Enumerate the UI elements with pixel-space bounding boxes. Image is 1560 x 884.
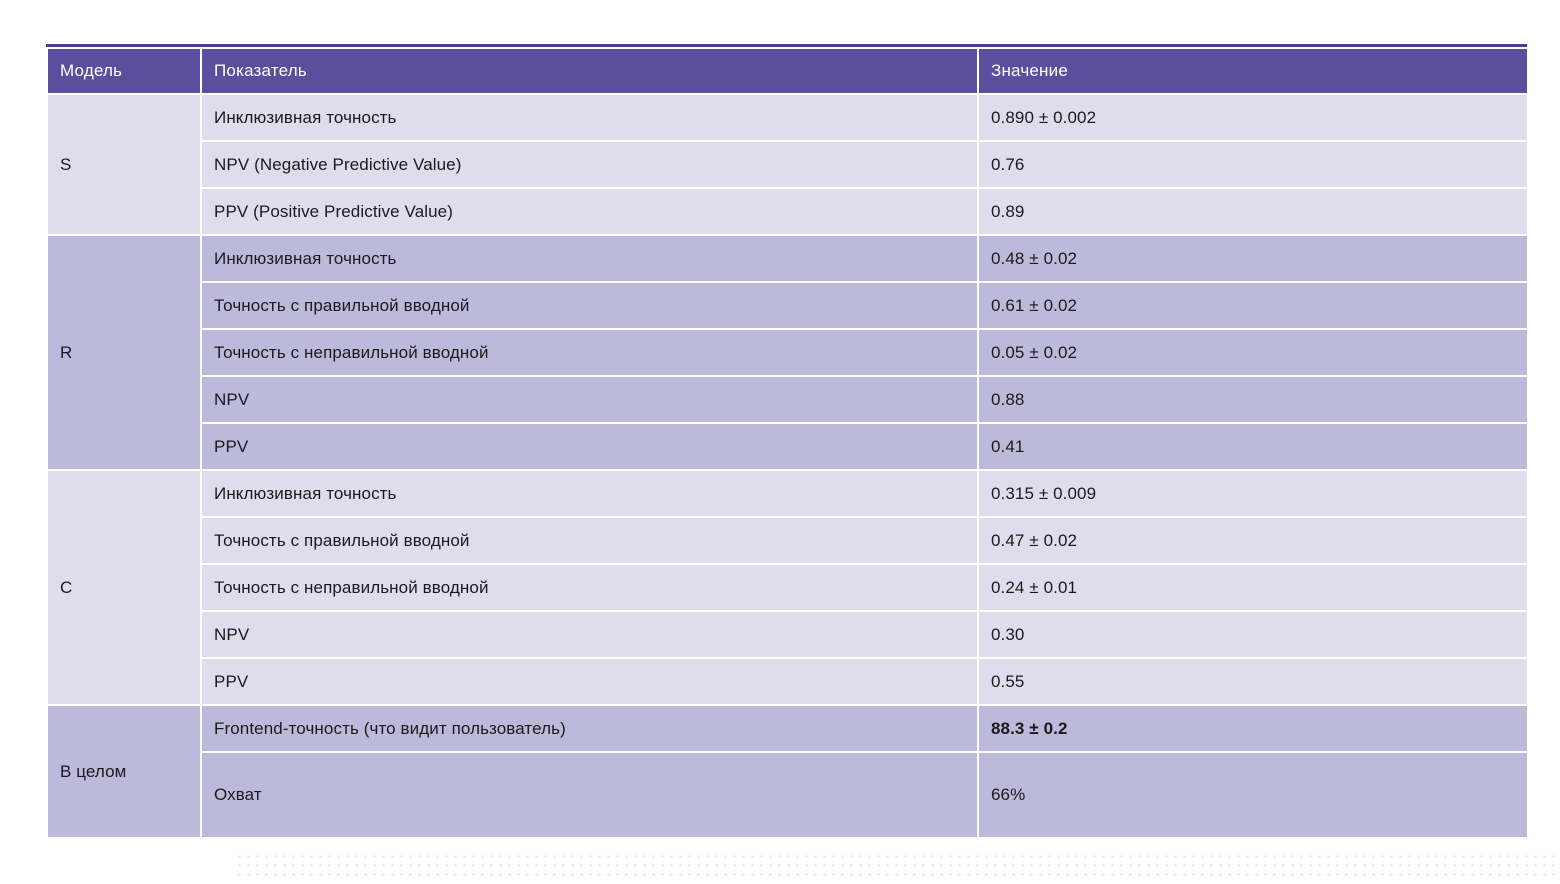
metric-cell: Охват [202, 753, 977, 837]
metric-cell: NPV (Negative Predictive Value) [202, 142, 977, 187]
value-cell: 0.05 ± 0.02 [979, 330, 1527, 375]
table-row: NPV 0.30 [48, 612, 1527, 657]
value-cell: 66% [979, 753, 1527, 837]
value-cell: 0.24 ± 0.01 [979, 565, 1527, 610]
table-row: PPV 0.55 [48, 659, 1527, 704]
table-row: NPV 0.88 [48, 377, 1527, 422]
column-header-model: Модель [48, 49, 200, 93]
column-header-value: Значение [979, 49, 1527, 93]
table-row: PPV (Positive Predictive Value) 0.89 [48, 189, 1527, 234]
table-row: R Инклюзивная точность 0.48 ± 0.02 [48, 236, 1527, 469]
metric-cell: Инклюзивная точность [202, 471, 977, 516]
table-row: Точность с неправильной вводной 0.24 ± 0.… [48, 565, 1527, 610]
metric-cell: NPV [202, 612, 977, 657]
column-header-metric: Показатель [202, 49, 977, 93]
value-cell: 0.61 ± 0.02 [979, 283, 1527, 328]
table-row: Точность с неправильной вводной 0.05 ± 0.… [48, 330, 1527, 375]
metric-cell: PPV [202, 424, 977, 469]
table-row: NPV (Negative Predictive Value) 0.76 [48, 142, 1527, 187]
dotted-artifact-band [235, 852, 1560, 880]
metric-cell: Точность с правильной вводной [202, 518, 977, 563]
header-row: Модель Показатель Значение [48, 49, 1527, 93]
model-cell: C [48, 471, 200, 704]
table-row: Точность с правильной вводной 0.47 ± 0.02 [48, 518, 1527, 563]
value-cell: 0.30 [979, 612, 1527, 657]
table-row: В целом Frontend-точность (что видит поль… [48, 706, 1527, 837]
metrics-table: Модель Показатель Значение S Инклюзивная … [46, 47, 1529, 839]
table-row: C Инклюзивная точность 0.315 ± 0.009 [48, 471, 1527, 704]
metric-cell: Точность с правильной вводной [202, 283, 977, 328]
value-cell: 0.76 [979, 142, 1527, 187]
metric-cell: PPV [202, 659, 977, 704]
value-cell: 0.48 ± 0.02 [979, 236, 1527, 281]
metric-cell: PPV (Positive Predictive Value) [202, 189, 977, 234]
value-cell: 0.88 [979, 377, 1527, 422]
metric-cell: Инклюзивная точность [202, 236, 977, 281]
model-cell: R [48, 236, 200, 469]
value-cell: 0.55 [979, 659, 1527, 704]
table-row: Охват 66% [48, 753, 1527, 837]
value-cell: 0.890 ± 0.002 [979, 95, 1527, 140]
table-row: Точность с правильной вводной 0.61 ± 0.02 [48, 283, 1527, 328]
metrics-table-wrap: Модель Показатель Значение S Инклюзивная … [46, 44, 1529, 839]
table-row: PPV 0.41 [48, 424, 1527, 469]
model-cell: S [48, 95, 200, 234]
table-body: S Инклюзивная точность 0.890 ± 0.002 NPV (N… [48, 95, 1527, 837]
metric-cell: Точность с неправильной вводной [202, 565, 977, 610]
value-cell: 0.315 ± 0.009 [979, 471, 1527, 516]
metric-cell: NPV [202, 377, 977, 422]
table-row: S Инклюзивная точность 0.890 ± 0.002 [48, 95, 1527, 234]
value-cell: 88.3 ± 0.2 [979, 706, 1527, 751]
metric-cell: Frontend-точность (что видит пользовател… [202, 706, 977, 751]
model-cell: В целом [48, 706, 200, 837]
metric-cell: Инклюзивная точность [202, 95, 977, 140]
metric-cell: Точность с неправильной вводной [202, 330, 977, 375]
value-cell: 0.47 ± 0.02 [979, 518, 1527, 563]
value-cell: 0.89 [979, 189, 1527, 234]
value-cell: 0.41 [979, 424, 1527, 469]
